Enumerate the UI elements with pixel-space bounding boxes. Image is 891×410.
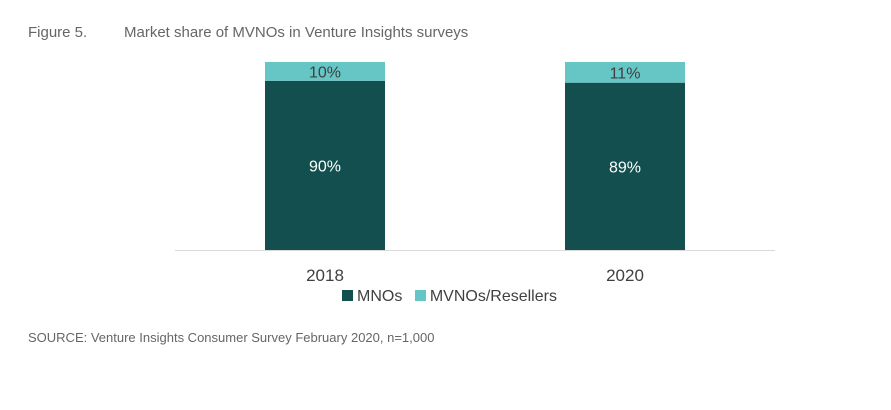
x-tick-label: 2018	[306, 266, 344, 285]
bar-segment-2018-mvnos	[265, 62, 385, 81]
bar-segment-2018-mnos	[265, 80, 385, 250]
stacked-bar-chart: 90% 10% 2018 89% 11% 2020	[175, 62, 775, 285]
source-note: SOURCE: Venture Insights Consumer Survey…	[28, 330, 435, 345]
legend-swatch-mvnos	[414, 290, 426, 301]
chart-title: Market share of MVNOs in Venture Insight…	[124, 24, 469, 41]
x-tick-label: 2020	[606, 266, 644, 285]
legend: MNOs MVNOs/Resellers	[0, 288, 891, 306]
legend-label-mvnos: MVNOs/Resellers	[429, 288, 557, 305]
legend-label-mnos: MNOs	[357, 288, 403, 305]
data-label: 89%	[609, 159, 641, 176]
bar-segment-2020-mnos	[565, 82, 685, 251]
data-label: 11%	[610, 65, 641, 82]
legend-swatch-mnos	[342, 290, 354, 301]
figure-number: Figure 5.	[28, 24, 88, 41]
data-label: 10%	[309, 64, 341, 81]
data-label: 90%	[309, 158, 341, 175]
bar-segment-2020-mvnos	[565, 62, 685, 83]
